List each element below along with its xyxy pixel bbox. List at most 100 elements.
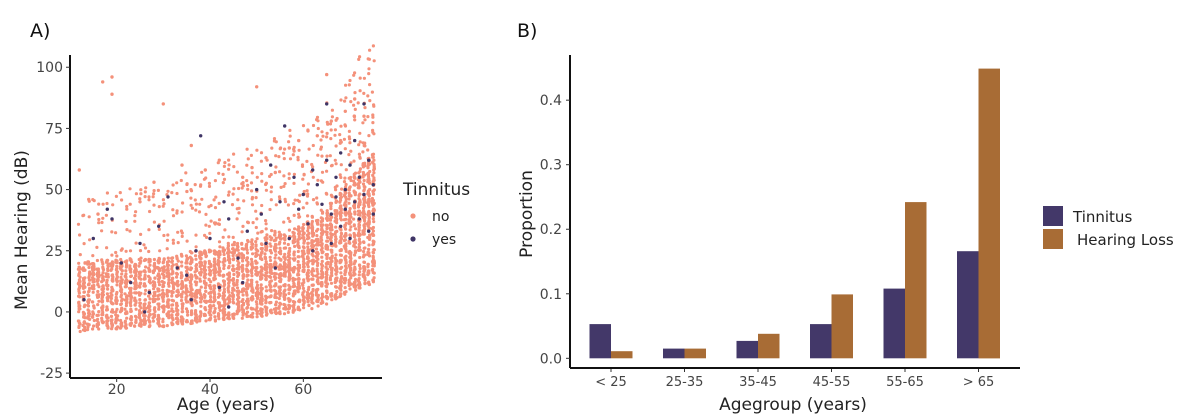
point-no: [138, 285, 142, 289]
point-no: [246, 297, 250, 301]
point-no: [363, 161, 367, 165]
point-no: [231, 269, 236, 273]
point-no: [347, 83, 351, 87]
point-no: [227, 271, 231, 275]
point-yes: [353, 200, 357, 204]
point-no: [194, 266, 198, 271]
point-no: [223, 282, 227, 287]
point-no: [357, 186, 361, 190]
point-no: [90, 262, 94, 266]
point-no: [83, 276, 87, 280]
point-no: [241, 293, 245, 297]
point-no: [362, 188, 366, 192]
point-no: [372, 59, 376, 63]
point-no: [218, 288, 222, 292]
point-no: [203, 168, 207, 172]
point-no: [307, 296, 311, 300]
point-yes: [91, 236, 96, 241]
point-no: [344, 168, 348, 172]
point-no: [179, 229, 183, 233]
point-no: [231, 297, 235, 301]
point-no: [212, 257, 217, 261]
point-no: [286, 242, 290, 247]
point-no: [310, 252, 314, 256]
point-no: [310, 259, 314, 263]
point-no: [152, 189, 156, 193]
point-no: [268, 288, 272, 292]
point-no: [207, 224, 211, 228]
point-no: [371, 44, 375, 48]
point-no: [189, 143, 193, 148]
point-no: [185, 294, 189, 298]
point-no: [339, 98, 343, 102]
point-no: [250, 171, 254, 175]
point-no: [217, 255, 221, 259]
point-no: [96, 289, 100, 294]
point-no: [128, 229, 132, 233]
point-no: [367, 177, 371, 181]
point-no: [181, 304, 185, 308]
point-no: [119, 265, 123, 269]
point-no: [249, 313, 253, 317]
legend-title-tinnitus: Tinnitus: [402, 180, 470, 200]
point-no: [115, 327, 119, 331]
point-no: [231, 300, 235, 304]
point-no: [244, 287, 249, 291]
point-no: [298, 266, 302, 270]
point-no: [144, 288, 148, 292]
point-no: [310, 244, 314, 248]
point-no: [319, 301, 323, 305]
point-no: [207, 291, 211, 295]
point-no: [361, 182, 366, 186]
point-no: [232, 187, 236, 191]
point-no: [297, 235, 301, 239]
point-no: [157, 280, 161, 284]
point-no: [254, 300, 258, 304]
point-no: [217, 240, 222, 244]
point-no: [356, 278, 360, 282]
point-no: [372, 209, 376, 213]
x-axis-title-b: Agegroup (years): [719, 395, 867, 414]
point-no: [165, 324, 169, 328]
point-no: [114, 250, 118, 255]
point-no: [329, 239, 333, 243]
point-no: [362, 201, 366, 205]
point-no: [203, 249, 207, 253]
point-no: [371, 173, 375, 177]
point-yes: [227, 305, 231, 309]
point-no: [198, 202, 202, 206]
point-no: [143, 270, 147, 274]
point-no: [254, 196, 258, 200]
point-no: [306, 265, 310, 269]
point-no: [96, 283, 100, 287]
point-no: [342, 278, 346, 282]
point-no: [244, 243, 248, 248]
point-no: [133, 324, 137, 328]
point-no: [143, 284, 147, 288]
point-no: [278, 294, 282, 298]
point-no: [221, 181, 225, 185]
point-no: [367, 270, 371, 274]
point-no: [166, 189, 170, 193]
point-no: [325, 218, 329, 222]
point-no: [209, 300, 213, 304]
point-no: [179, 252, 183, 256]
point-no: [282, 157, 286, 161]
point-no: [254, 225, 258, 230]
panel-b-bar: B) < 25 25-35 35-45 45-55 55-65 > 650.00.10.2…: [517, 20, 1174, 414]
point-no: [249, 262, 253, 266]
point-no: [288, 277, 292, 281]
point-no: [217, 158, 221, 162]
point-no: [273, 288, 277, 292]
point-no: [264, 294, 268, 298]
point-no: [123, 292, 127, 296]
point-no: [139, 270, 143, 274]
point-no: [82, 279, 86, 283]
point-no: [213, 262, 217, 266]
point-no: [259, 151, 264, 155]
point-no: [180, 210, 184, 214]
legend-label-hearing-loss: Hearing Loss: [1077, 231, 1174, 249]
point-no: [338, 260, 342, 264]
point-no: [128, 286, 132, 290]
point-no: [124, 219, 128, 224]
